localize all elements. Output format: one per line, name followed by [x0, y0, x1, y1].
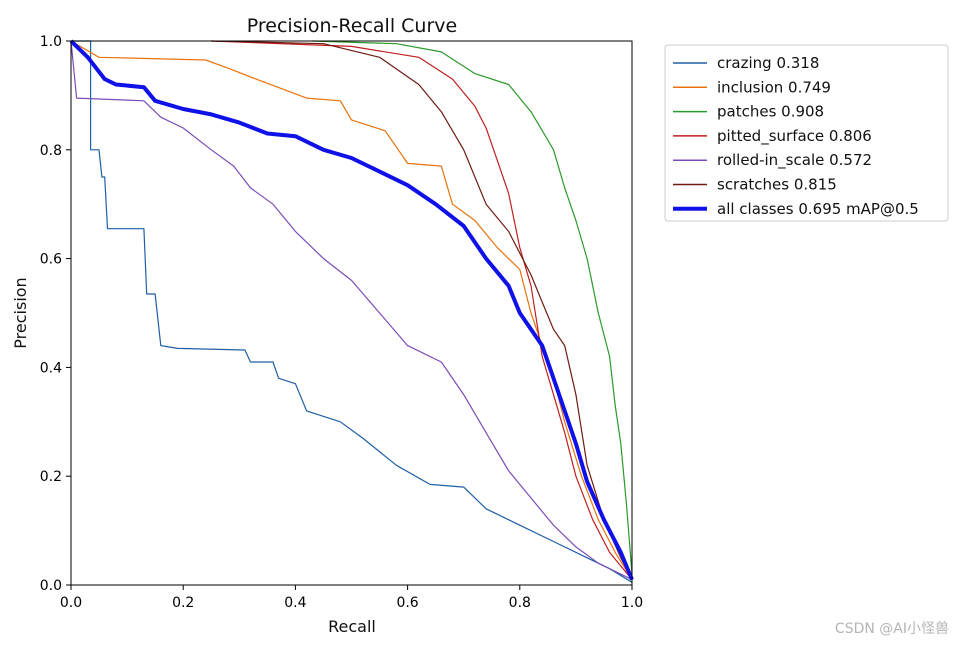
x-tick-label: 0.4	[284, 595, 306, 611]
y-axis-label: Precision	[11, 277, 30, 348]
y-tick-label: 0.0	[40, 578, 62, 594]
legend-label-5: scratches 0.815	[717, 176, 837, 194]
y-tick-label: 0.4	[40, 360, 62, 376]
series-line-5	[211, 40, 633, 580]
series-line-2	[312, 40, 633, 575]
series-lines	[69, 39, 634, 583]
series-line-0	[71, 40, 633, 583]
series-line-1	[70, 40, 633, 580]
x-tick-label: 1.0	[621, 595, 643, 611]
series-line-6	[69, 39, 634, 581]
y-tick-label: 1.0	[40, 34, 62, 50]
plot-frame	[70, 40, 633, 586]
y-ticks: 0.0 0.2 0.4 0.6 0.8 1.0	[40, 34, 71, 594]
x-tick-label: 0.0	[60, 595, 82, 611]
y-tick-label: 0.2	[40, 469, 62, 485]
x-ticks: 0.0 0.2 0.4 0.6 0.8 1.0	[60, 585, 643, 611]
series-line-3	[211, 40, 633, 580]
y-tick-label: 0.6	[40, 252, 62, 268]
legend-box	[664, 44, 949, 222]
legend-label-3: pitted_surface 0.806	[717, 127, 872, 146]
y-tick-label: 0.8	[40, 143, 62, 159]
x-axis-label: Recall	[328, 617, 376, 636]
legend: crazing 0.318 inclusion 0.749 patches 0.90…	[664, 44, 949, 222]
watermark: CSDN @AI小怪兽	[834, 621, 949, 637]
chart-title: Precision-Recall Curve	[247, 15, 457, 37]
x-tick-label: 0.8	[509, 595, 531, 611]
x-tick-label: 0.2	[172, 595, 194, 611]
legend-label-2: patches 0.908	[717, 103, 824, 121]
legend-label-6: all classes 0.695 mAP@0.5	[717, 200, 919, 218]
legend-label-4: rolled-in_scale 0.572	[717, 151, 872, 170]
series-line-4	[70, 40, 633, 581]
x-tick-label: 0.6	[396, 595, 418, 611]
legend-label-0: crazing 0.318	[717, 54, 819, 72]
legend-label-1: inclusion 0.749	[717, 78, 831, 96]
